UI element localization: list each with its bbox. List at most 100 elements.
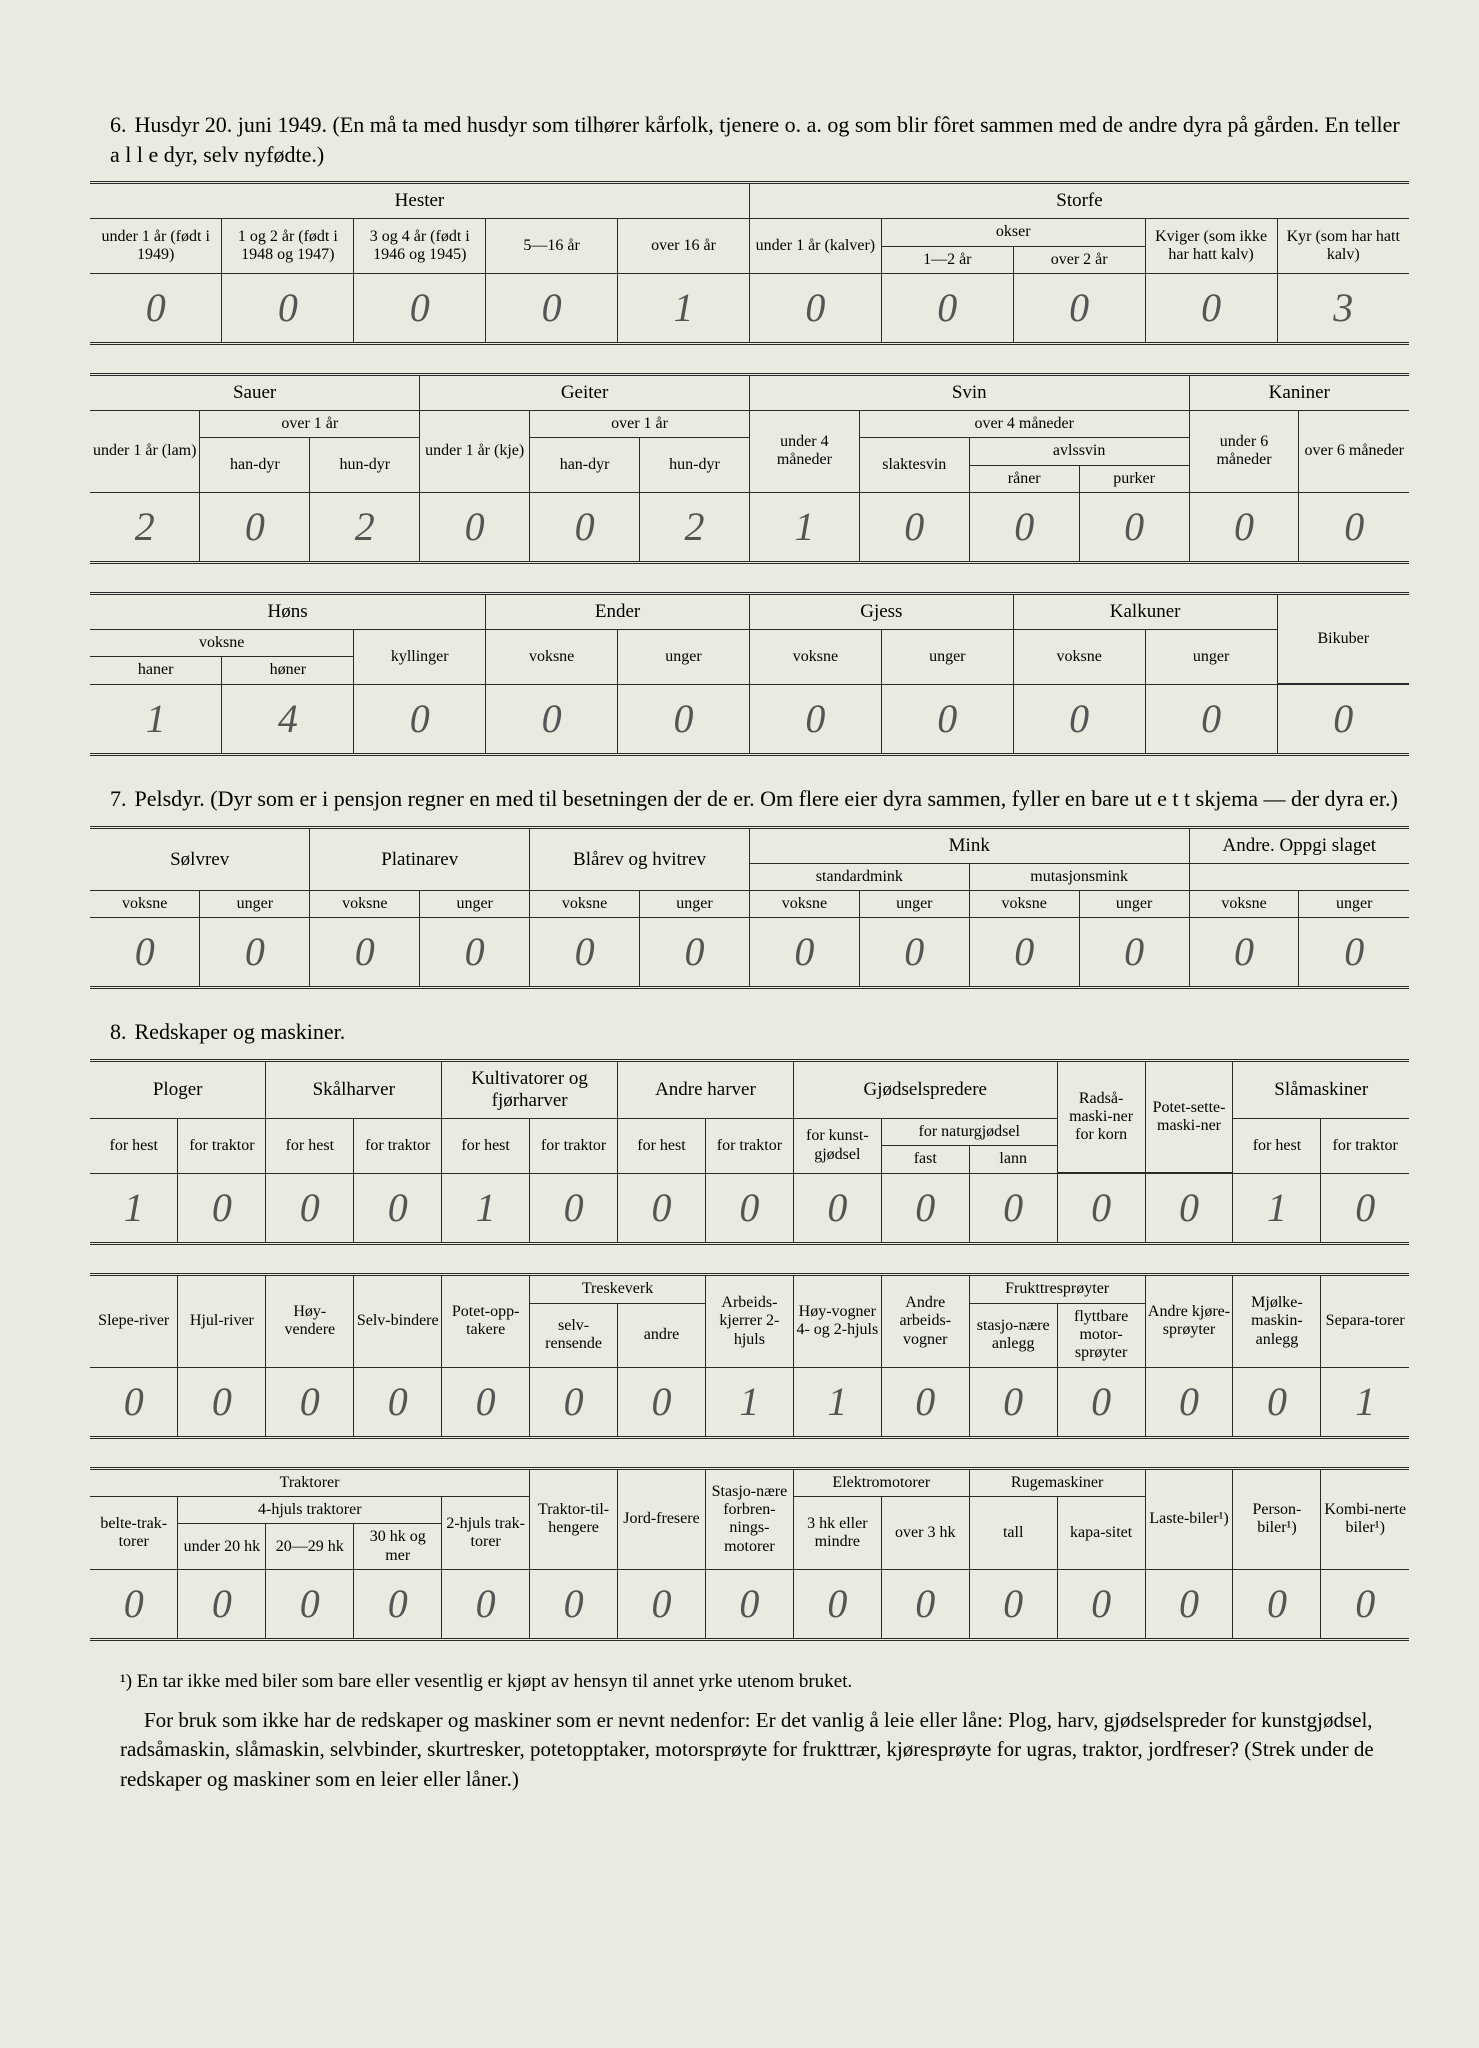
v: 0 (354, 1570, 442, 1640)
end-voksne: voksne (486, 629, 618, 683)
v: 0 (90, 1367, 178, 1437)
v: 0 (618, 1570, 706, 1640)
blaa: Blårev og hvitrev (530, 827, 750, 890)
plat: Platinarev (310, 827, 530, 890)
geit-u1: under 1 år (kje) (420, 410, 530, 492)
grp-gjess: Gjess (749, 594, 1013, 630)
arbk: Arbeids-kjerrer 2-hjuls (705, 1275, 793, 1367)
v: 0 (1145, 1367, 1233, 1437)
v: 2 (90, 493, 200, 563)
section-8-title: 8.Redskaper og maskiner. (110, 1017, 1409, 1047)
andre: Andre. Oppgi slaget (1189, 827, 1409, 863)
andre: andre (618, 1303, 706, 1367)
v: 1 (1233, 1174, 1321, 1244)
v: 0 (530, 1174, 618, 1244)
ft: for traktor (354, 1118, 442, 1172)
v: 0 (881, 1367, 969, 1437)
h-o16: over 16 år (618, 219, 750, 273)
grp-svin: Svin (749, 375, 1189, 411)
grp-end: Ender (486, 594, 750, 630)
v: 0 (1079, 918, 1189, 988)
mink: Mink (749, 827, 1189, 863)
census-form-page: 6.Husdyr 20. juni 1949. (En må ta med hu… (0, 0, 1479, 2048)
un: unger (1299, 891, 1409, 918)
trakt: Traktorer (90, 1468, 530, 1496)
v: 0 (354, 274, 486, 344)
vk: voksne (1189, 891, 1299, 918)
geit-han: han-dyr (530, 438, 640, 492)
v: 0 (618, 685, 750, 755)
s8-num: 8. (110, 1019, 127, 1044)
forbr: Stasjo-nære forbren-nings-motorer (705, 1468, 793, 1569)
jord: Jord-fresere (618, 1468, 706, 1569)
s6-num: 6. (110, 112, 127, 137)
v: 1 (749, 493, 859, 563)
v: 0 (1013, 685, 1145, 755)
un: unger (640, 891, 750, 918)
fourh: 4-hjuls traktorer (178, 1497, 442, 1524)
v: 0 (530, 918, 640, 988)
ft: for traktor (1321, 1118, 1409, 1172)
elek: Elektromotorer (793, 1468, 969, 1496)
v: 0 (1299, 493, 1409, 563)
v: 0 (1057, 1570, 1145, 1640)
pers: Person-biler¹) (1233, 1468, 1321, 1569)
v: 0 (266, 1174, 354, 1244)
v: 0 (969, 918, 1079, 988)
belte: belte-trak-torer (90, 1497, 178, 1570)
s7-num: 7. (110, 786, 127, 811)
std: standardmink (749, 863, 969, 890)
v: 0 (530, 1367, 618, 1437)
grp-hons: Høns (90, 594, 486, 630)
geit-o1: over 1 år (530, 410, 750, 437)
sep: Separa-torer (1321, 1275, 1409, 1367)
v: 0 (969, 1570, 1057, 1640)
sau-han: han-dyr (200, 438, 310, 492)
v: 0 (200, 493, 310, 563)
un: unger (420, 891, 530, 918)
hoyvogn: Høy-vogner 4- og 2-hjuls (793, 1275, 881, 1367)
v: 0 (354, 685, 486, 755)
vk: voksne (749, 891, 859, 918)
kyll: kyllinger (354, 629, 486, 683)
grp-hester: Hester (90, 183, 749, 219)
hons-voksne: voksne (90, 629, 354, 656)
hoyv: Høy-vendere (266, 1275, 354, 1367)
m2029: 20—29 hk (266, 1524, 354, 1569)
laste: Laste-biler¹) (1145, 1468, 1233, 1569)
v: 0 (749, 918, 859, 988)
grp-geit: Geiter (420, 375, 750, 411)
v: 0 (178, 1367, 266, 1437)
v: 0 (969, 493, 1079, 563)
v: 0 (1321, 1174, 1409, 1244)
v: 0 (486, 274, 618, 344)
un: unger (859, 891, 969, 918)
s7-text: Pelsdyr. (Dyr som er i pensjon regner en… (135, 786, 1398, 811)
v: 0 (969, 1367, 1057, 1437)
v: 1 (793, 1367, 881, 1437)
ka-voksne: voksne (1013, 629, 1145, 683)
v: 0 (178, 1570, 266, 1640)
un: unger (1079, 891, 1189, 918)
un: unger (200, 891, 310, 918)
u20: under 20 hk (178, 1524, 266, 1569)
v: 0 (640, 918, 750, 988)
v: 0 (859, 918, 969, 988)
sv-raner: råner (969, 465, 1079, 492)
table-redskap-3: Traktorer Traktor-til-hengere Jord-frese… (90, 1467, 1409, 1642)
ft: for traktor (705, 1118, 793, 1172)
grp-kalk: Kalkuner (1013, 594, 1277, 630)
rads: Radså-maski-ner for korn (1057, 1061, 1145, 1173)
v: 0 (442, 1367, 530, 1437)
hjul: Hjul-river (178, 1275, 266, 1367)
s-kvig: Kviger (som ikke har hatt kalv) (1145, 219, 1277, 273)
toh: 2-hjuls trak-torer (442, 1497, 530, 1570)
v: 0 (881, 1174, 969, 1244)
v: 0 (1189, 493, 1299, 563)
potet: Potet-sette-maski-ner (1145, 1061, 1233, 1173)
v: 0 (1145, 1570, 1233, 1640)
v: 0 (1299, 918, 1409, 988)
v: 0 (266, 1367, 354, 1437)
sv-slakt: slaktesvin (859, 438, 969, 492)
v: 0 (266, 1570, 354, 1640)
